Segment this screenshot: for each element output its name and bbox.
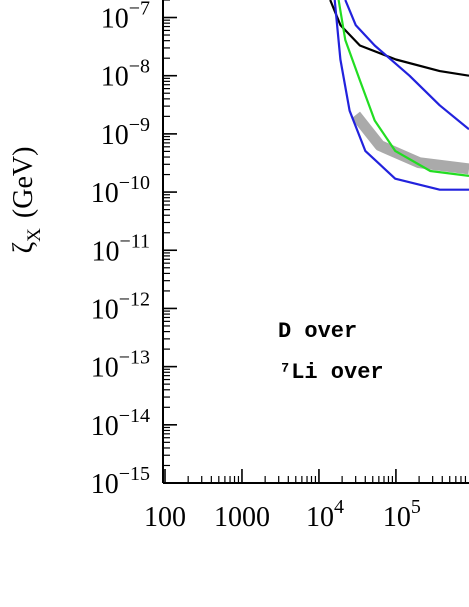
y-tick-base: 10 [101, 120, 129, 151]
x-tick-label: 104 [306, 496, 344, 533]
y-label-unit: (GeV) [8, 147, 39, 219]
y-tick-label: 10−10 [91, 172, 150, 209]
curve [333, 0, 469, 191]
y-tick-base: 10 [91, 411, 119, 442]
y-tick-label: 10−11 [91, 230, 150, 267]
y-tick-exponent: −9 [129, 114, 150, 136]
y-tick-base: 10 [91, 236, 119, 267]
y-tick-exponent: −14 [119, 405, 150, 427]
y-tick-label: 10−7 [101, 0, 150, 35]
y-label-symbol: ζ [8, 242, 39, 254]
y-tick-exponent: −13 [119, 347, 150, 369]
curve [337, 0, 469, 177]
y-tick-base: 10 [101, 4, 129, 35]
y-tick-exponent: −15 [119, 463, 150, 485]
y-axis-label: ζX (GeV) [8, 147, 45, 254]
x-tick-base: 10 [383, 502, 411, 533]
y-tick-base: 10 [91, 178, 119, 209]
y-tick-label: 10−9 [101, 114, 150, 151]
y-tick-label: 10−12 [91, 288, 150, 325]
x-tick-exponent: 4 [334, 496, 344, 518]
y-tick-exponent: −7 [129, 0, 150, 20]
y-tick-base: 10 [101, 62, 129, 93]
x-tick-label: 105 [383, 496, 421, 533]
x-tick-exponent: 5 [411, 496, 421, 518]
curve [344, 0, 469, 131]
y-tick-base: 10 [91, 294, 119, 325]
x-tick-base: 10 [306, 502, 334, 533]
y-tick-exponent: −12 [119, 288, 150, 310]
y-tick-exponent: −8 [129, 56, 150, 78]
y-tick-base: 10 [91, 469, 119, 500]
y-tick-label: 10−13 [91, 347, 150, 384]
y-tick-label: 10−15 [91, 463, 150, 500]
y-tick-label: 10−14 [91, 405, 150, 442]
y-tick-base: 10 [91, 353, 119, 384]
y-tick-exponent: −10 [119, 172, 150, 194]
legend-entry: D over [278, 319, 357, 344]
x-tick-label: 100 [144, 502, 186, 533]
curve [329, 0, 469, 77]
x-tick-label: 1000 [214, 502, 270, 533]
legend-entry: ⁷Li over [278, 360, 384, 385]
y-tick-exponent: −11 [119, 230, 150, 252]
y-tick-label: 10−8 [101, 56, 150, 93]
y-label-subscript: X [24, 228, 45, 242]
